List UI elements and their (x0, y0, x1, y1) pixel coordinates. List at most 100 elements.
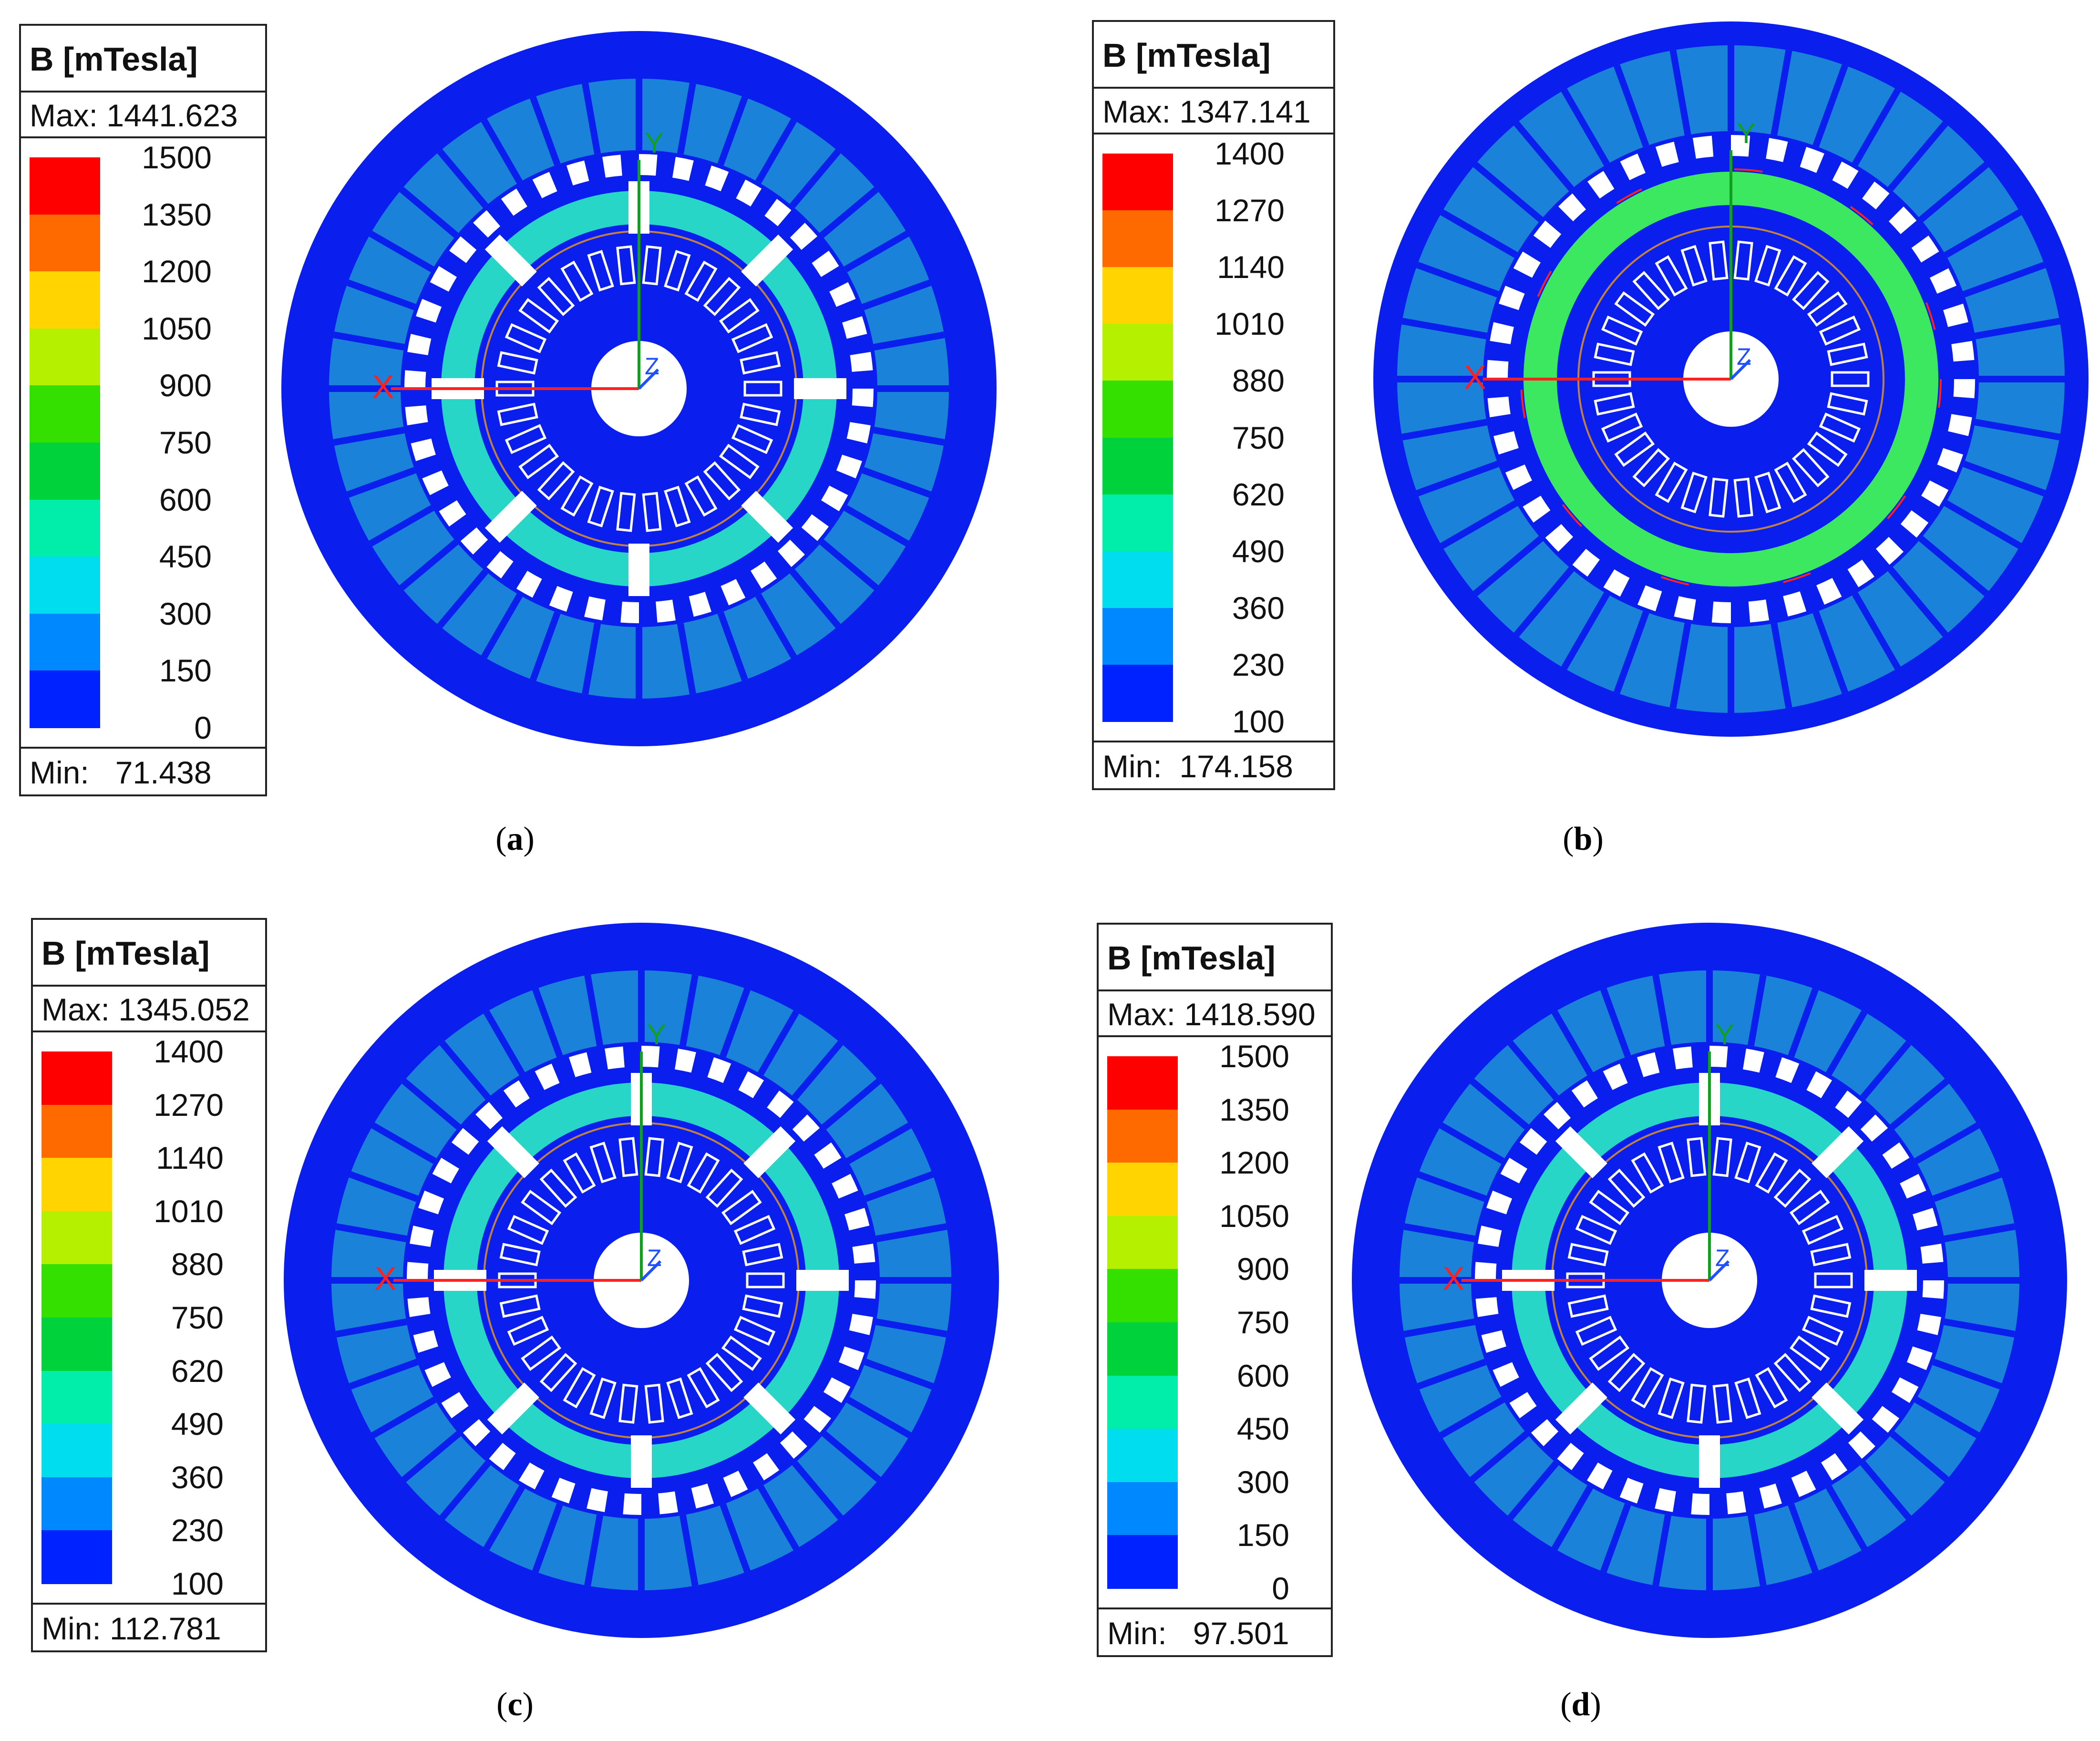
winding-slot (1594, 342, 1635, 366)
color-scale: 1400 1270 1140 1010 880 750 620 490 360 230 100 (1094, 134, 1333, 741)
stator-tooth (1401, 419, 1488, 441)
scale-swatch (1107, 1216, 1178, 1270)
stator-tooth (1788, 988, 1819, 1058)
magnet-segment (736, 179, 762, 207)
magnet-segment (790, 223, 818, 250)
legend-title: B [mTesla] (1094, 22, 1333, 89)
min-value: 71.438 (115, 755, 212, 790)
stator-tooth (1974, 419, 2060, 441)
winding-slot (1754, 245, 1781, 287)
scale-swatch (1102, 267, 1173, 325)
magnet-segment (691, 1483, 714, 1509)
magnet-segment (1475, 1297, 1499, 1317)
magnet-segment (1587, 171, 1615, 199)
winding-slot (1807, 431, 1848, 467)
stator-tooth (862, 467, 932, 498)
stator-tooth (679, 974, 699, 1046)
rotor-spoke (1699, 1435, 1720, 1488)
scale-swatch (1107, 1109, 1178, 1164)
winding-slot (1657, 1142, 1685, 1184)
magnet-segment (801, 514, 829, 541)
legend-c: B [mTesla] Max: 1345.052 1400 1270 1140 101… (31, 918, 267, 1652)
scale-tick-label: 360 (171, 1459, 224, 1495)
magnet-segment (849, 1314, 873, 1335)
winding-slot (1607, 1168, 1646, 1208)
stator-tooth (349, 1359, 419, 1390)
magnet-segment (503, 1080, 530, 1108)
z-axis-label: Z (645, 353, 659, 380)
stator-tooth (1513, 567, 1575, 637)
stator-tooth (1771, 50, 1792, 136)
magnet-segment (672, 157, 694, 181)
magnet-segment (418, 1190, 444, 1215)
legend-d: B [mTesla] Max: 1418.590 1500 1350 1200 105… (1097, 923, 1333, 1657)
magnet-segment (489, 1442, 516, 1471)
scale-tick-label: 1050 (142, 310, 212, 346)
winding-slot (616, 245, 636, 286)
magnet-segment (1486, 1190, 1513, 1215)
stator-tooth (1974, 318, 2060, 340)
winding-slot (497, 351, 538, 375)
winding-slot (563, 1152, 596, 1194)
scale-swatch (30, 556, 100, 614)
magnet-segment (568, 1052, 592, 1077)
stator-tooth (582, 82, 601, 155)
magnet-segment (1748, 599, 1770, 623)
magnet-segment (1891, 1377, 1919, 1403)
stator-tooth (846, 1396, 912, 1439)
magnet-segment (623, 1493, 641, 1515)
scale-swatch (30, 385, 100, 443)
scale-tick-label: 1200 (142, 254, 212, 289)
magnet-segment (1937, 448, 1963, 473)
stator-tooth (677, 82, 696, 155)
y-axis-label: Y (1737, 117, 1756, 149)
scale-swatch (1107, 1375, 1178, 1430)
stator-tooth (401, 1078, 461, 1130)
magnet-segment (814, 1142, 842, 1169)
scale-swatch (1102, 551, 1173, 608)
winding-slot (1712, 1383, 1732, 1424)
stator-tooth (1825, 1010, 1868, 1076)
stator-tooth (1551, 1485, 1594, 1551)
magnet-segment (430, 266, 457, 292)
legend-min: Min: 97.501 (1099, 1607, 1331, 1655)
winding-slot (684, 475, 718, 517)
magnet-segment (1557, 1442, 1584, 1471)
winding-slot (721, 1190, 762, 1226)
magnet-segment (738, 1071, 764, 1099)
magnet-segment (1499, 286, 1525, 310)
stator-tooth (1788, 1503, 1819, 1573)
stator-tooth (862, 279, 932, 310)
stator-tooth (349, 1171, 419, 1202)
winding-slot (1567, 1294, 1609, 1318)
magnet-segment (407, 334, 432, 355)
magnet-segment (656, 599, 676, 623)
magnet-segment (1481, 1330, 1506, 1353)
stator-tooth (720, 988, 751, 1058)
stator-tooth (530, 96, 561, 166)
z-axis-line (1708, 1260, 1730, 1282)
winding-slot (1774, 462, 1807, 503)
winding-slot (497, 402, 538, 426)
magnet-segment (532, 172, 557, 198)
stator-tooth (1614, 64, 1649, 147)
saturation-band (1520, 168, 1942, 590)
winding-slot (666, 1142, 693, 1184)
magnet-segment (405, 405, 428, 425)
winding-slot (587, 485, 614, 527)
magnet-segment (1475, 1262, 1497, 1280)
magnet-segment (675, 1049, 696, 1073)
stator-tooth (437, 149, 488, 208)
winding-slot (560, 260, 594, 302)
winding-slot (1712, 1137, 1732, 1177)
scale-swatch (41, 1051, 112, 1105)
stator-tooth (1963, 262, 2046, 298)
stator-tooth (483, 1485, 525, 1551)
winding-slot (1801, 1215, 1844, 1245)
stator-tooth (720, 1503, 751, 1573)
magnet-segment (1731, 135, 1750, 157)
stator-tooth (792, 1461, 844, 1520)
min-value: 97.501 (1193, 1616, 1289, 1651)
magnet-segment (854, 1280, 876, 1299)
scale-swatch (30, 328, 100, 386)
